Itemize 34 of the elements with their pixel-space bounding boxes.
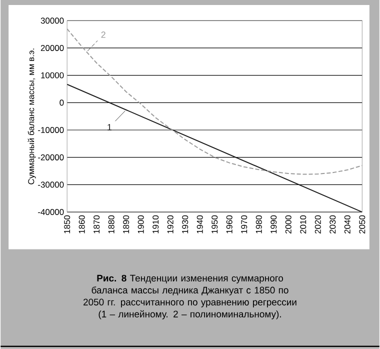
text: 2 <box>101 32 106 38</box>
x-tick-label: 1950 <box>212 215 218 234</box>
y-tick-label: 10000 <box>41 72 64 78</box>
x-tick-label: 1870 <box>94 215 100 234</box>
x-tick-label: 1860 <box>78 215 85 234</box>
x-tick-label: 1900 <box>138 215 144 234</box>
y-tick-label: -30000 <box>38 182 64 188</box>
x-tick-label: 1960 <box>226 215 232 234</box>
x-tick-label: 1920 <box>167 215 174 234</box>
x-tick-label: 2010 <box>300 215 306 234</box>
y-tick-label: 30000 <box>40 18 64 24</box>
y-axis-title: Суммарный баланс массы, мм в.э. <box>28 48 36 184</box>
x-tick-label: 1910 <box>152 215 159 234</box>
x-tick-label: 1850 <box>64 215 70 234</box>
x-tick-label: 1980 <box>256 215 262 234</box>
text: 1 <box>108 124 112 130</box>
x-tick-label: 1930 <box>182 215 188 234</box>
x-tick-label: 1940 <box>196 215 203 234</box>
y-tick-label: 0 <box>60 100 64 106</box>
y-tick-label: -40000 <box>38 209 64 216</box>
x-tick-label: 2040 <box>344 215 350 234</box>
y-tick-label: -10000 <box>38 127 64 134</box>
x-tick-label: 1880 <box>108 215 114 234</box>
x-tick-label: 2000 <box>285 215 292 234</box>
x-tick-label: 1890 <box>123 215 130 234</box>
x-tick-label: 2020 <box>314 215 321 234</box>
line-series <box>67 28 362 175</box>
x-tick-label: 1990 <box>270 215 277 234</box>
x-tick-label: 1970 <box>241 215 248 234</box>
x-tick-label: 2030 <box>330 215 336 234</box>
y-tick-label: 20000 <box>40 45 64 52</box>
y-tick-label: -20000 <box>38 154 64 160</box>
x-tick-label: 2050 <box>359 215 366 234</box>
text: Рис. 8 Тенденции изменения суммарного баланса массы ледника Джанкуат с 1850 по 2050 гг. рассчитанного по уравнению регрессии (1 – линейному. 2 – полиноминальному). <box>84 274 296 320</box>
